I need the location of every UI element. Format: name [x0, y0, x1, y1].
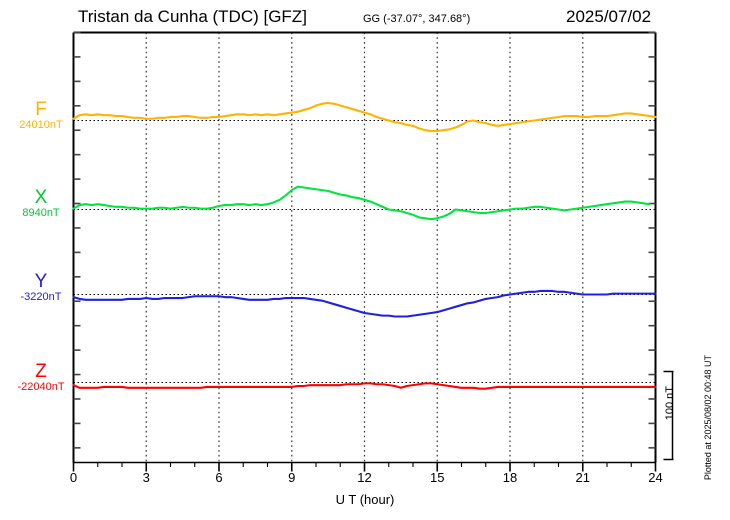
x-tick-label: 12 [357, 470, 372, 485]
component-baseline-y: -3220nT [20, 291, 62, 303]
plot-timestamp: Plotted at 2025/08/02 00:48 UT [703, 355, 713, 481]
trace-x [72, 185, 651, 221]
station-title: Tristan da Cunha (TDC) [GFZ] [78, 7, 307, 26]
x-tick-label: 24 [648, 470, 663, 485]
geographic-coordinates: GG (-37.07°, 347.68°) [363, 13, 471, 25]
observation-date: 2025/07/02 [566, 7, 652, 26]
x-tick-label: 21 [575, 470, 590, 485]
x-tick-label: 3 [142, 470, 150, 485]
x-axis-title: U T (hour) [335, 492, 395, 507]
component-label-z: Z -22040nT [8, 362, 74, 394]
x-tick-label: 18 [502, 470, 518, 485]
component-baseline-z: -22040nT [17, 381, 65, 393]
trace-f [72, 101, 657, 133]
x-tick-label: 6 [215, 470, 223, 485]
trace-y [72, 289, 657, 318]
x-tick-label: 0 [69, 470, 78, 485]
component-letter-x: X [34, 187, 48, 208]
component-baseline-f: 24010nT [19, 119, 63, 131]
x-tick-label: 15 [430, 470, 445, 485]
trace-z [72, 382, 657, 390]
component-letter-f: F [35, 99, 47, 120]
component-letter-y: Y [34, 271, 48, 292]
component-label-f: F 24010nT [8, 100, 74, 132]
component-label-y: Y -3220nT [8, 272, 74, 304]
component-label-x: X 8940nT [8, 188, 74, 220]
component-baseline-x: 8940nT [22, 207, 60, 219]
scale-bar-caption: 100 nT [664, 386, 676, 421]
component-letter-z: Z [35, 361, 47, 382]
x-tick-label: 9 [288, 470, 296, 485]
